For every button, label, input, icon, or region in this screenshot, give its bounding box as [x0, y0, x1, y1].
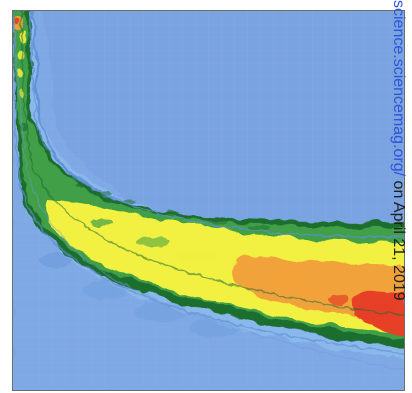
contour-plot-svg — [13, 11, 405, 391]
contour-plot — [12, 10, 405, 391]
